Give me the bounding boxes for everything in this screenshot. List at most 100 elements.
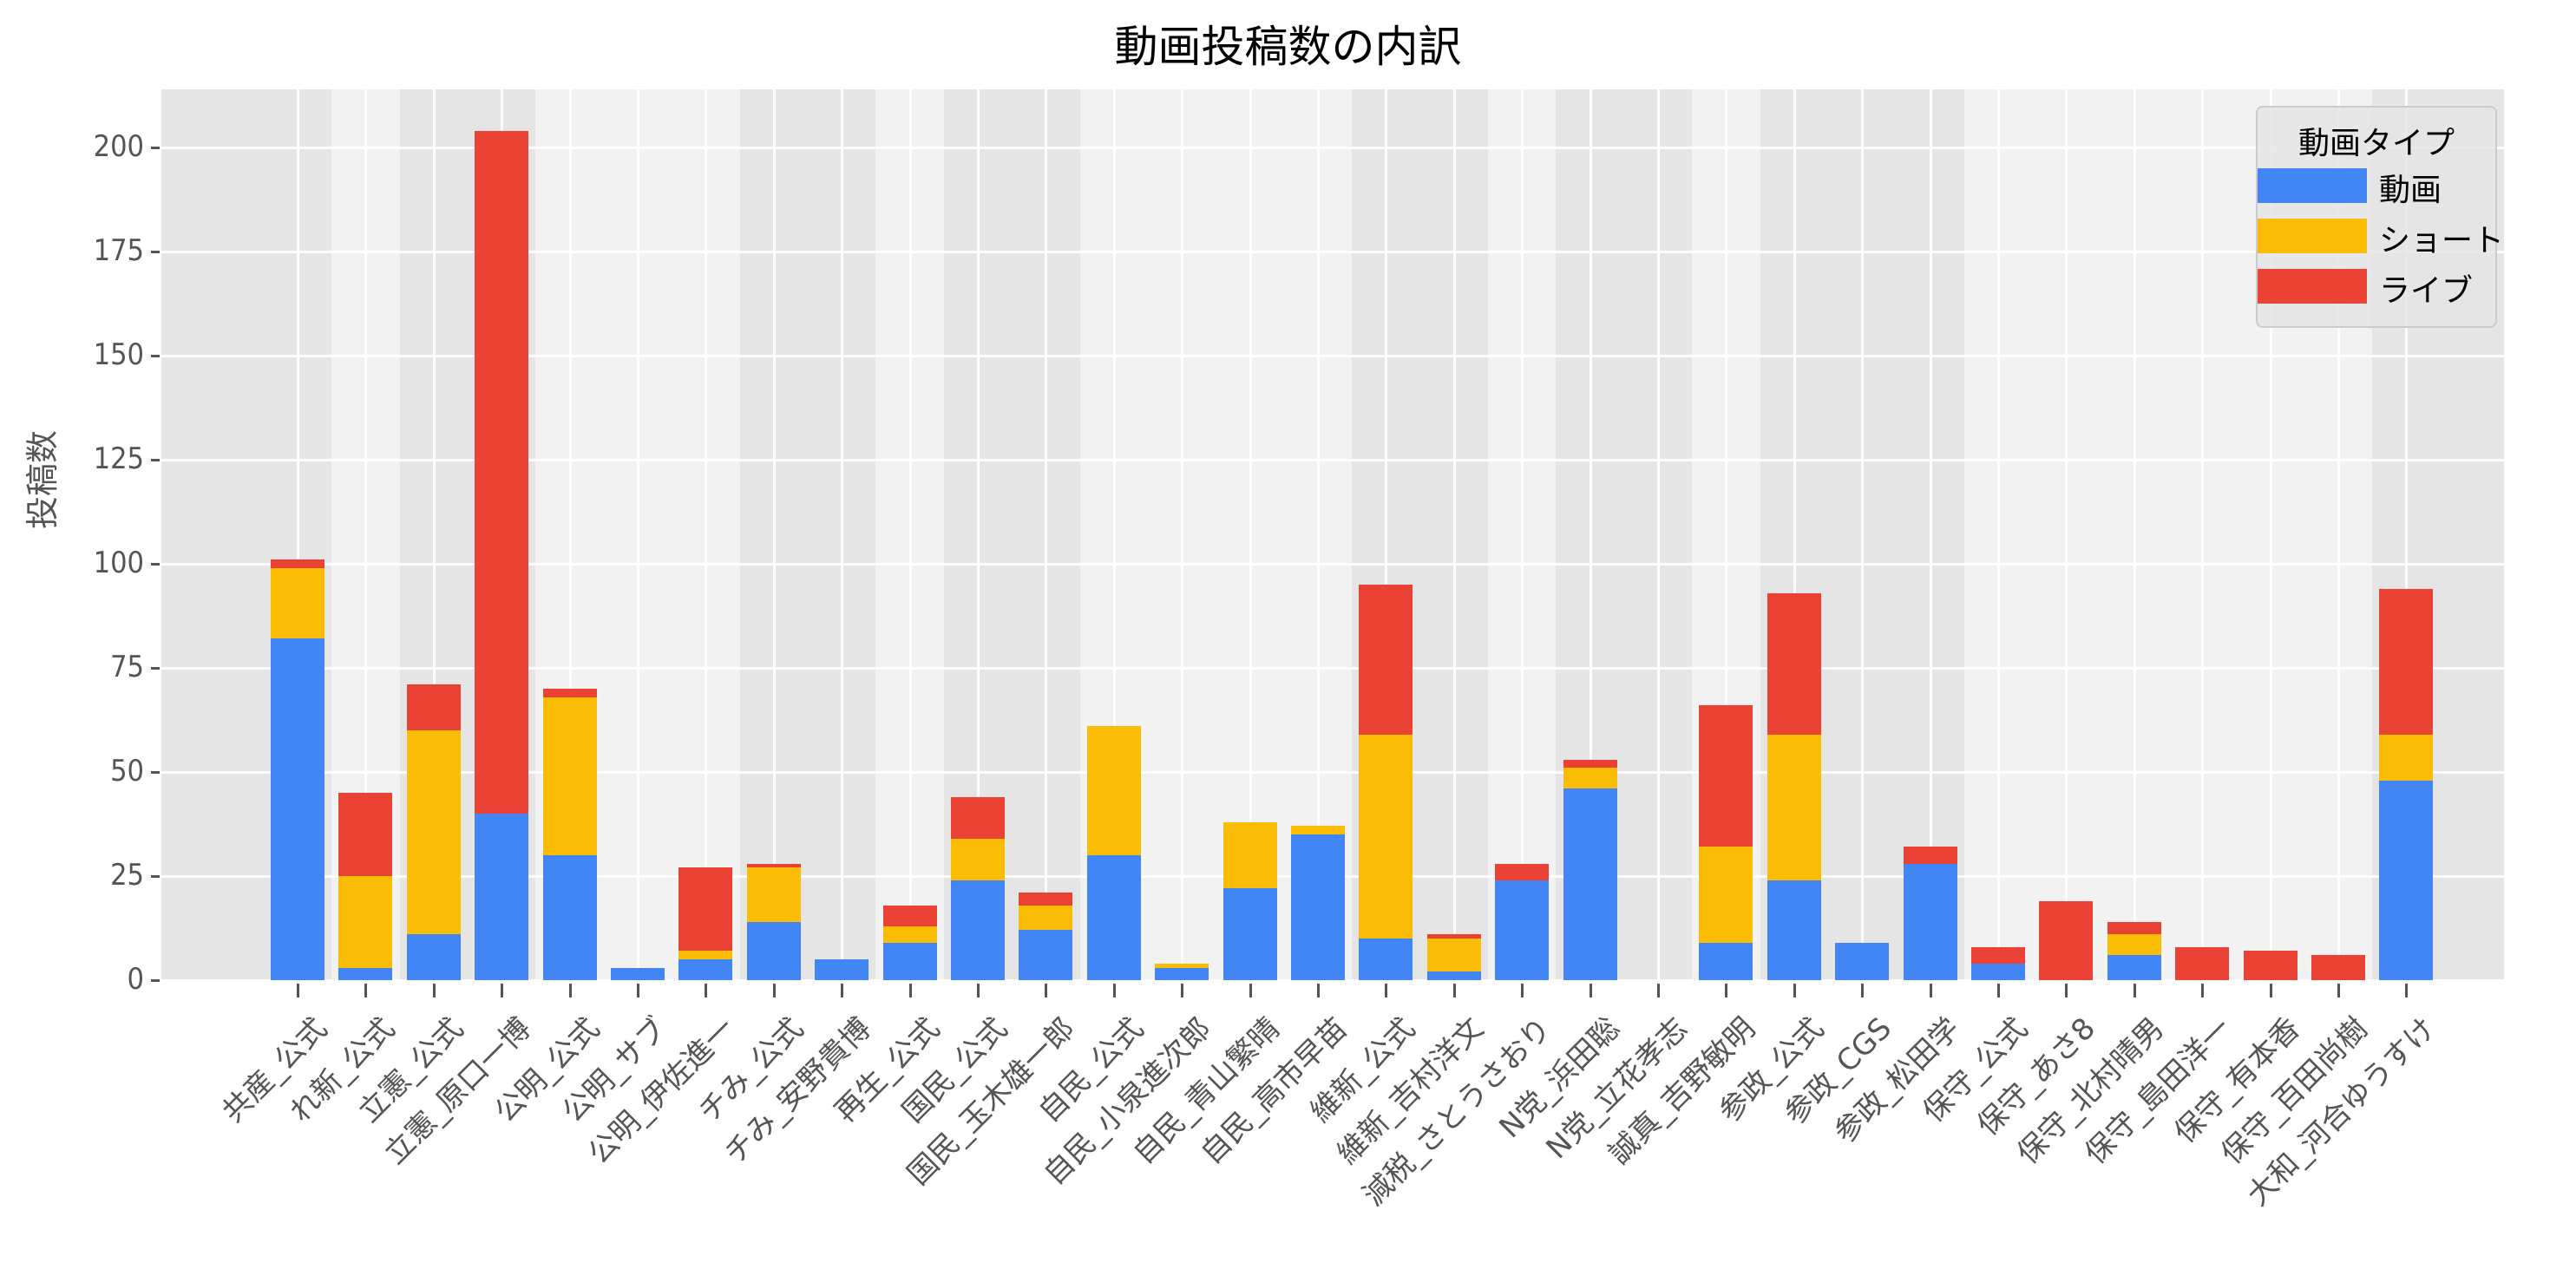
bar-segment (1019, 893, 1073, 906)
gridline-horizontal (161, 459, 2504, 462)
bar-29 (2243, 951, 2297, 980)
x-tick (2201, 984, 2205, 997)
x-tick (432, 984, 436, 997)
x-tick (1657, 984, 1660, 997)
bar-segment (951, 838, 1005, 880)
x-tick (2133, 984, 2136, 997)
gridline-vertical (977, 89, 980, 980)
gridline-vertical (908, 89, 912, 980)
bar-segment (2107, 955, 2161, 980)
bar-28 (2175, 946, 2230, 980)
bar-segment (1291, 834, 1345, 980)
gridline-vertical (2133, 89, 2136, 980)
gridline-vertical (2269, 89, 2272, 980)
bar-segment (2243, 951, 2297, 980)
x-tick (772, 984, 776, 997)
bar-14 (1222, 821, 1277, 980)
bar-segment (271, 567, 324, 639)
x-tick (908, 984, 912, 997)
bar-16 (1359, 585, 1413, 980)
gridline-vertical (1793, 89, 1796, 980)
bar-13 (1155, 963, 1209, 980)
bar-segment (951, 796, 1005, 839)
y-tick (151, 251, 160, 254)
bar-segment (1971, 946, 2025, 964)
bar-26 (2039, 900, 2094, 980)
bar-segment (1699, 847, 1753, 943)
bar-segment (1426, 939, 1481, 972)
gridline-vertical (2065, 89, 2068, 980)
gridline-vertical (1317, 89, 1320, 980)
bar-22 (1766, 592, 1821, 980)
x-tick (2065, 984, 2068, 997)
x-tick (841, 984, 844, 997)
bar-segment (2107, 934, 2161, 956)
bar-segment (2175, 946, 2230, 980)
bar-10 (951, 796, 1005, 980)
y-tick-label: 175 (93, 233, 144, 269)
legend-label: ライブ (2379, 273, 2474, 309)
gridline-horizontal (161, 667, 2504, 670)
bar-segment (1291, 826, 1345, 835)
bar-segment (271, 638, 324, 980)
bar-segment (475, 131, 529, 814)
bar-segment (1766, 592, 1821, 735)
gridline-vertical (1589, 89, 1592, 980)
bar-segment (1222, 888, 1277, 980)
bar-segment (1359, 734, 1413, 939)
bar-11 (1019, 893, 1073, 980)
y-tick (151, 147, 160, 150)
x-tick (1793, 984, 1796, 997)
bar-segment (2379, 588, 2434, 735)
bar-8 (815, 959, 869, 980)
bar-2 (406, 684, 461, 980)
x-tick (1045, 984, 1048, 997)
bar-24 (1903, 847, 1957, 980)
bar-17 (1426, 934, 1481, 980)
y-tick-label: 50 (110, 754, 144, 789)
legend-item-douga: 動画 (2258, 168, 2495, 208)
gridline-vertical (1997, 89, 2000, 980)
y-tick-label: 75 (110, 650, 144, 685)
bar-segment (951, 880, 1005, 980)
x-tick (568, 984, 572, 997)
bar-segment (1971, 963, 2025, 980)
x-tick (1725, 984, 1728, 997)
legend-label: ショート (2379, 223, 2505, 258)
x-tick (1452, 984, 1456, 997)
legend-swatch-douga (2258, 168, 2367, 203)
bar-19 (1563, 759, 1617, 980)
bar-segment (882, 905, 937, 926)
bar-segment (338, 876, 393, 968)
bar-segment (1426, 934, 1481, 939)
bar-segment (746, 867, 801, 922)
x-tick (1317, 984, 1320, 997)
bar-segment (1563, 768, 1617, 789)
chart-title: 動画投稿数の内訳 (1114, 22, 1462, 72)
bar-23 (1835, 942, 1890, 980)
y-tick (151, 771, 160, 775)
y-tick-label: 150 (93, 337, 144, 373)
bar-segment (678, 959, 733, 980)
x-tick (1181, 984, 1184, 997)
y-tick (151, 875, 160, 879)
bar-6 (678, 867, 733, 980)
bar-segment (1086, 726, 1141, 856)
bar-segment (1495, 863, 1550, 880)
y-tick-label: 200 (93, 129, 144, 165)
x-tick (1521, 984, 1524, 997)
gridline-vertical (568, 89, 572, 980)
gridline-vertical (1521, 89, 1524, 980)
y-tick (151, 563, 160, 566)
bar-1 (338, 793, 393, 980)
bar-segment (1903, 847, 1957, 864)
legend-item-live: ライブ (2258, 269, 2495, 309)
y-tick (151, 667, 160, 670)
x-tick (637, 984, 639, 997)
gridline-vertical (772, 89, 776, 980)
bar-segment (338, 793, 393, 877)
y-tick (151, 979, 160, 982)
gridline-horizontal (161, 147, 2504, 150)
bar-segment (1563, 788, 1617, 980)
bar-segment (1495, 880, 1550, 980)
